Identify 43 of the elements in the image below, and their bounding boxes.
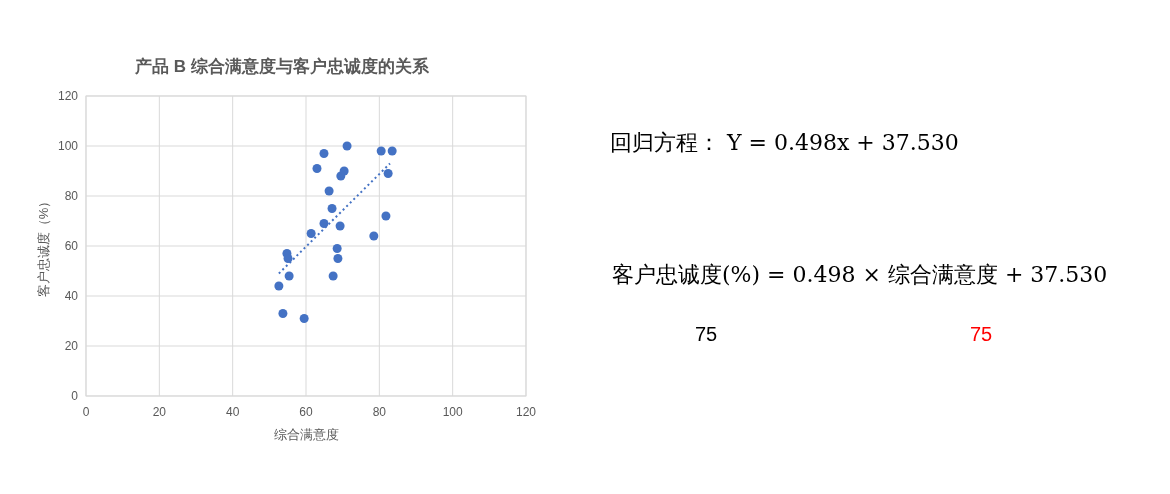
text: 回归方程： Y = 0.498x + 37.530 [610,130,959,155]
y-tick-label: 80 [64,189,79,203]
point [376,146,386,156]
point [381,211,391,221]
point [312,164,322,173]
x-tick-label: 20 [152,405,167,419]
point [306,229,316,238]
point [283,254,293,263]
x-tick-label: 100 [442,405,463,419]
point [328,271,338,281]
x-tick-label: 120 [515,405,537,419]
y-tick-label: 120 [57,89,79,103]
point [299,314,309,323]
point [324,186,334,196]
text: 75 [969,323,993,345]
point [383,169,393,178]
x-tick-label: 80 [372,405,387,419]
y-tick-label: 20 [64,339,79,353]
text: 75 [694,323,718,345]
x-axis-title: 综合满意度 [273,427,339,442]
point [284,271,294,281]
point [278,309,288,318]
chart-title: 产品 B 综合满意度与客户忠诚度的关系 [134,57,430,76]
point [339,166,349,176]
point [333,254,343,263]
point [332,244,342,253]
point [327,204,337,213]
y-axis-title: 客户忠诚度（%） [36,194,51,298]
x-tick-label: 60 [299,405,313,419]
point [335,221,345,231]
point [274,281,284,291]
point [319,219,329,228]
point [342,141,352,151]
point [387,146,397,156]
point [369,231,379,241]
y-tick-label: 0 [71,389,79,403]
text: 客户忠诚度(%) = 0.498 × 综合满意度 + 37.530 [612,262,1108,287]
x-tick-label: 0 [82,405,90,419]
x-tick-label: 40 [225,405,240,419]
point [319,149,329,158]
y-tick-label: 40 [64,289,79,303]
y-tick-label: 60 [64,239,79,253]
y-tick-label: 100 [57,139,79,153]
